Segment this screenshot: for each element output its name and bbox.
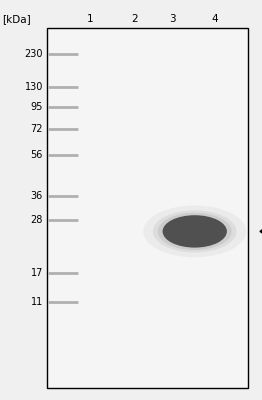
Text: 72: 72 — [30, 124, 43, 134]
Polygon shape — [260, 226, 262, 236]
Ellipse shape — [158, 213, 232, 250]
Text: 4: 4 — [212, 14, 218, 24]
Text: 56: 56 — [31, 150, 43, 160]
Text: 3: 3 — [169, 14, 175, 24]
Text: 1: 1 — [87, 14, 93, 24]
Bar — [47, 28, 248, 388]
Text: 95: 95 — [31, 102, 43, 112]
Text: 28: 28 — [31, 215, 43, 225]
Text: [kDa]: [kDa] — [2, 14, 31, 24]
Ellipse shape — [153, 210, 237, 252]
Text: 17: 17 — [31, 268, 43, 278]
Text: 11: 11 — [31, 297, 43, 307]
Ellipse shape — [143, 206, 246, 257]
Ellipse shape — [163, 215, 227, 248]
Text: 2: 2 — [132, 14, 138, 24]
Text: 130: 130 — [25, 82, 43, 92]
Text: 36: 36 — [31, 192, 43, 202]
Text: 230: 230 — [25, 49, 43, 59]
